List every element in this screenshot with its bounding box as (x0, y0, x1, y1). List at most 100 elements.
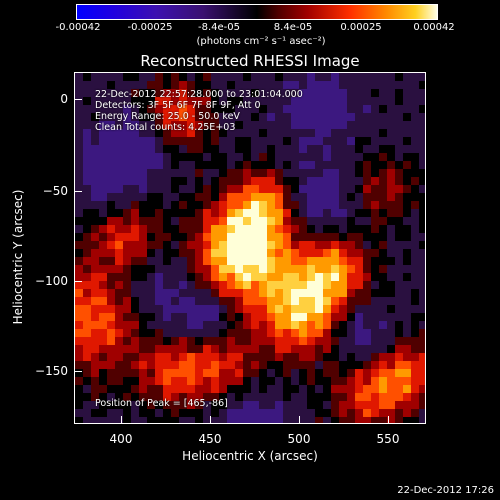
map-pixel (291, 305, 299, 313)
map-pixel (419, 161, 425, 169)
map-pixel (355, 257, 363, 265)
map-pixel (99, 129, 107, 137)
map-pixel (219, 257, 227, 265)
map-pixel (219, 289, 227, 297)
x-axis-label: Heliocentric X (arcsec) (182, 449, 318, 463)
map-pixel (331, 289, 339, 297)
map-pixel (99, 377, 107, 385)
map-pixel (275, 321, 283, 329)
map-pixel (219, 225, 227, 233)
map-pixel (99, 97, 107, 105)
map-pixel (203, 201, 211, 209)
map-pixel (395, 81, 403, 89)
map-pixel (179, 89, 187, 97)
map-pixel (75, 265, 83, 273)
map-pixel (291, 217, 299, 225)
map-pixel (403, 417, 411, 423)
map-pixel (155, 321, 163, 329)
map-pixel (275, 353, 283, 361)
map-pixel (323, 145, 331, 153)
map-pixel (243, 297, 251, 305)
map-pixel (331, 273, 339, 281)
map-pixel (107, 185, 115, 193)
map-pixel (403, 169, 411, 177)
map-pixel (307, 249, 315, 257)
map-pixel (347, 177, 355, 185)
colorbar-tick-label: 0.00042 (413, 22, 455, 33)
map-pixel (179, 393, 187, 401)
map-pixel (267, 233, 275, 241)
map-pixel (179, 209, 187, 217)
map-pixel (171, 417, 179, 423)
map-pixel (331, 169, 339, 177)
map-pixel (91, 145, 99, 153)
map-pixel (163, 113, 171, 121)
map-pixel (363, 305, 371, 313)
map-pixel (99, 113, 107, 121)
map-pixel (219, 153, 227, 161)
map-pixel (179, 249, 187, 257)
map-pixel (243, 121, 251, 129)
map-pixel (371, 225, 379, 233)
map-pixel (323, 193, 331, 201)
map-pixel (307, 409, 315, 417)
map-pixel (235, 121, 243, 129)
map-pixel (307, 129, 315, 137)
map-pixel (387, 233, 395, 241)
map-pixel (235, 313, 243, 321)
map-pixel (131, 105, 139, 113)
map-pixel (403, 161, 411, 169)
map-pixel (203, 345, 211, 353)
map-pixel (347, 113, 355, 121)
map-pixel (155, 73, 163, 81)
map-pixel (395, 241, 403, 249)
map-pixel (307, 137, 315, 145)
map-pixel (155, 169, 163, 177)
map-pixel (355, 249, 363, 257)
map-pixel (323, 241, 331, 249)
map-pixel (75, 113, 83, 121)
map-pixel (355, 281, 363, 289)
map-pixel (91, 297, 99, 305)
map-pixel (211, 289, 219, 297)
map-pixel (379, 409, 387, 417)
map-pixel (379, 217, 387, 225)
map-pixel (251, 257, 259, 265)
map-pixel (267, 377, 275, 385)
map-pixel (83, 321, 91, 329)
map-pixel (195, 273, 203, 281)
map-pixel (347, 89, 355, 97)
map-pixel (379, 161, 387, 169)
map-pixel (251, 113, 259, 121)
map-pixel (363, 121, 371, 129)
image-plot[interactable]: 22-Dec-2012 22:57:28.000 to 23:01:04.000… (74, 72, 426, 424)
map-pixel (379, 377, 387, 385)
map-pixel (379, 313, 387, 321)
map-pixel (299, 361, 307, 369)
map-pixel (275, 225, 283, 233)
map-pixel (251, 305, 259, 313)
map-pixel (395, 209, 403, 217)
map-pixel (243, 249, 251, 257)
map-pixel (315, 201, 323, 209)
map-pixel (83, 137, 91, 145)
map-pixel (363, 297, 371, 305)
map-pixel (179, 401, 187, 409)
map-pixel (379, 193, 387, 201)
map-pixel (171, 233, 179, 241)
map-pixel (123, 153, 131, 161)
map-pixel (107, 81, 115, 89)
map-pixel (187, 385, 195, 393)
map-pixel (315, 169, 323, 177)
map-pixel (419, 313, 425, 321)
map-pixel (147, 297, 155, 305)
map-pixel (259, 353, 267, 361)
map-pixel (371, 289, 379, 297)
map-pixel (171, 201, 179, 209)
map-pixel (299, 273, 307, 281)
map-pixel (315, 217, 323, 225)
map-pixel (99, 233, 107, 241)
map-pixel (171, 353, 179, 361)
map-pixel (115, 233, 123, 241)
map-pixel (187, 169, 195, 177)
